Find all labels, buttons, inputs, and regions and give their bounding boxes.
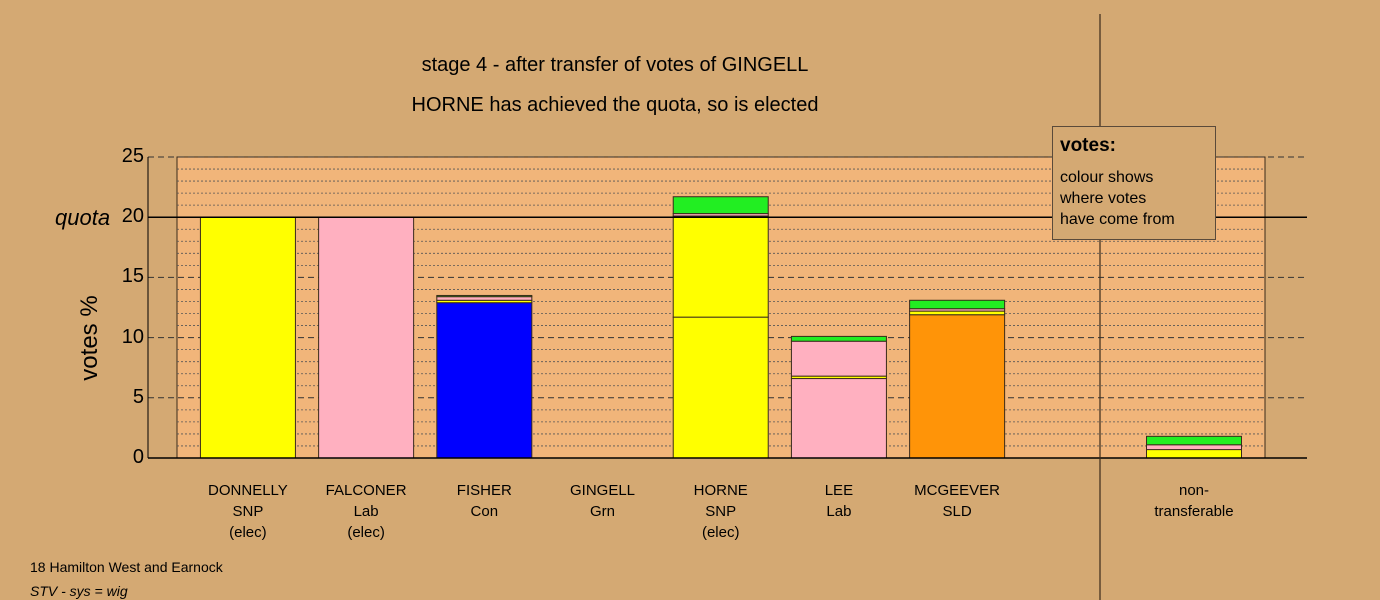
candidate-label-line: SNP [705, 503, 737, 520]
bar-donnelly [199, 216, 296, 459]
candidate-label: FALCONER Lab (elec) [311, 480, 421, 543]
candidate-label-line: non- [1178, 482, 1210, 499]
bar-segment [318, 216, 415, 459]
bar-segment [672, 196, 769, 215]
chart-title: stage 4 - after transfer of votes of GIN… [421, 54, 809, 76]
candidate-label: FISHER Con [429, 480, 539, 522]
bar-segment [1146, 449, 1242, 459]
candidate-label: non-transferable [1139, 480, 1249, 522]
legend-box: votes: colour shows where votes have com… [1052, 126, 1216, 240]
legend-heading: votes: [1060, 135, 1116, 156]
bar-segment [790, 335, 887, 342]
candidate-label-line: GINGELL [570, 482, 636, 499]
y-tick-label: 5 [132, 385, 144, 408]
candidate-label-line: FISHER [456, 482, 512, 499]
bar-horne [672, 196, 769, 459]
constituency-label: 18 Hamilton West and Earnock [30, 559, 223, 575]
candidate-label-line: Lab [353, 503, 379, 520]
candidate-label-line: (elec) [701, 524, 740, 541]
bars [199, 196, 1242, 459]
candidate-label: HORNE SNP (elec) [666, 480, 776, 543]
bar-segment [1146, 444, 1242, 451]
bar-nontransferable [1146, 435, 1242, 459]
y-tick-label: 10 [121, 325, 144, 348]
quota-label: quota [55, 205, 111, 230]
candidate-label-line: SLD [942, 503, 972, 520]
candidate-label: LEE Lab [784, 480, 894, 522]
candidate-label-line: Grn [590, 503, 616, 520]
bar-segment [436, 302, 533, 459]
legend-line: have come from [1060, 211, 1175, 228]
bar-segment [672, 215, 769, 318]
candidate-label-line: SNP [232, 503, 264, 520]
bar-fisher [436, 294, 533, 459]
y-tick-label: 20 [121, 205, 144, 228]
candidate-label-line: (elec) [229, 524, 267, 541]
bar-segment [436, 294, 533, 298]
candidate-label-line: transferable [1154, 503, 1234, 520]
candidate-label: MCGEEVER SLD [902, 480, 1012, 522]
bar-lee [790, 335, 887, 459]
y-axis-label: votes % [76, 295, 103, 381]
candidate-label-line: HORNE [693, 482, 748, 499]
bar-segment [436, 296, 533, 301]
candidate-label-line: Lab [826, 503, 852, 520]
candidate-label-line: (elec) [347, 524, 385, 541]
bar-segment [672, 316, 769, 459]
bar-segment [1146, 435, 1242, 446]
bar-segment [790, 340, 887, 377]
bar-falconer [318, 216, 415, 459]
bar-mcgeever [909, 299, 1006, 459]
legend-line: colour shows [1060, 169, 1154, 186]
candidate-label-line: MCGEEVER [914, 482, 1001, 499]
y-tick-label: 0 [132, 446, 144, 468]
bar-segment [909, 314, 1006, 459]
candidate-label-line: Con [470, 503, 499, 520]
candidate-label: GINGELL Grn [548, 480, 658, 522]
candidate-label-line: LEE [824, 482, 854, 499]
bar-segment [790, 378, 887, 459]
bar-segment [909, 310, 1006, 316]
bar-segment [199, 216, 296, 459]
candidate-label-line: FALCONER [325, 482, 407, 499]
candidate-label: DONNELLY SNP (elec) [193, 480, 303, 543]
chart-subtitle: HORNE has achieved the quota, so is elec… [411, 94, 819, 116]
bar-segment [909, 299, 1006, 310]
y-tick-label: 25 [121, 145, 144, 167]
legend-line: where votes [1060, 190, 1147, 207]
candidate-label-line: DONNELLY [208, 482, 288, 499]
y-tick-label: 15 [121, 265, 144, 288]
system-label: STV - sys = wig [30, 583, 128, 599]
